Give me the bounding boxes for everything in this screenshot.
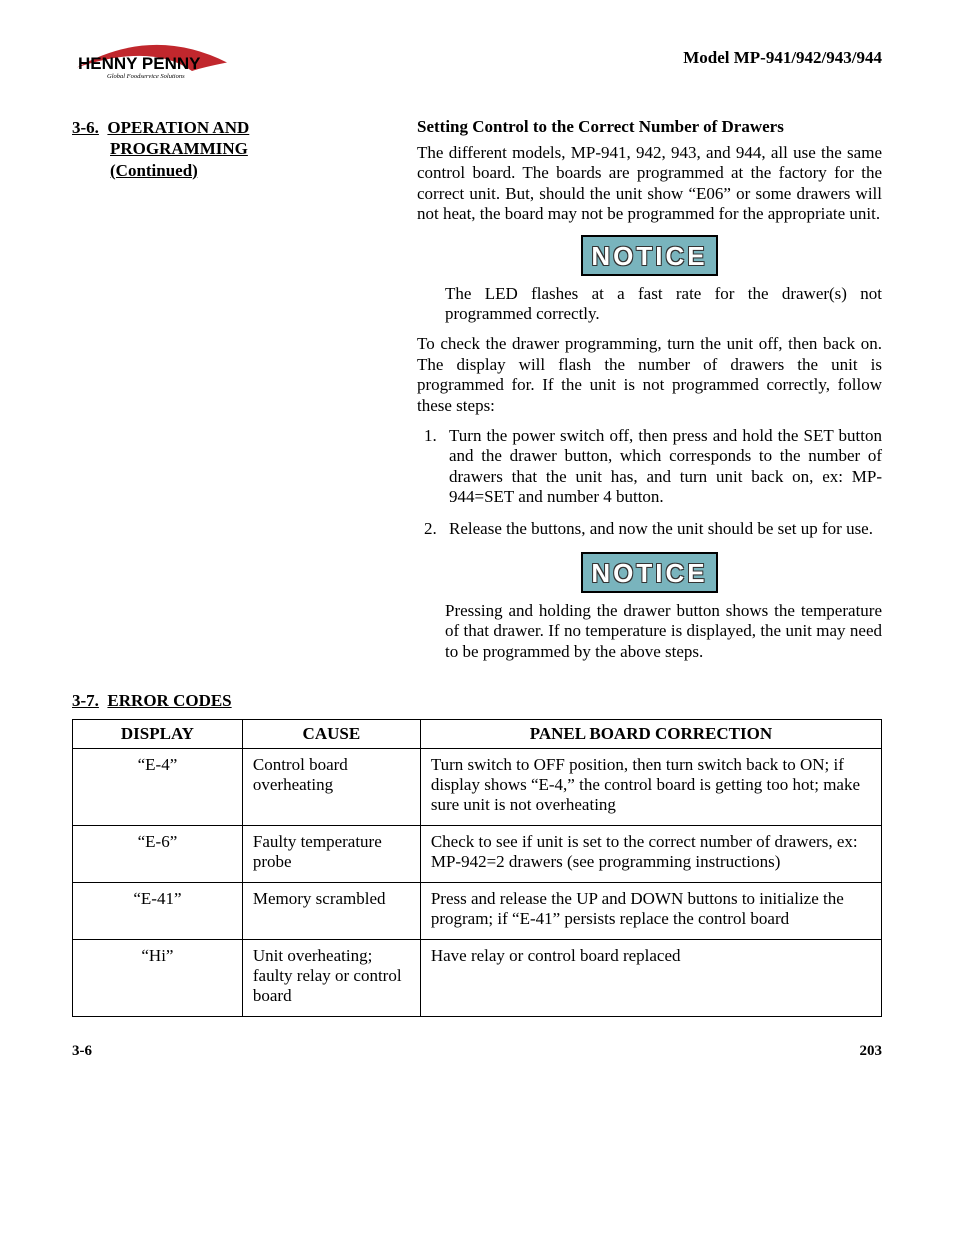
section-title-line2: PROGRAMMING [72, 138, 407, 159]
step-1: Turn the power switch off, then press an… [441, 426, 882, 508]
left-column: 3-6. OPERATION AND PROGRAMMING (Continue… [72, 117, 417, 181]
table-row: “Hi” Unit overheating; faulty relay or c… [73, 940, 882, 1017]
footer-right: 203 [860, 1043, 883, 1060]
col-cause: CAUSE [242, 720, 420, 749]
col-display: DISPLAY [73, 720, 243, 749]
logo-tagline: Global Foodservice Solutions [107, 73, 185, 80]
section-title-line1: OPERATION AND [107, 118, 249, 137]
table-row: “E-4” Control board overheating Turn swi… [73, 749, 882, 826]
logo-text: HENNY PENNY [78, 54, 201, 73]
cell-correction: Press and release the UP and DOWN button… [420, 883, 881, 940]
cell-correction: Check to see if unit is set to the corre… [420, 826, 881, 883]
paragraph-press-hold: Pressing and holding the drawer button s… [445, 601, 882, 662]
page-footer: 3-6 203 [72, 1043, 882, 1060]
notice-block-1: NOTICE [417, 235, 882, 276]
section-number: 3-7. [72, 691, 99, 710]
section-title-line3: (Continued) [72, 160, 407, 181]
cell-correction: Turn switch to OFF position, then turn s… [420, 749, 881, 826]
logo-svg: HENNY PENNY Global Foodservice Solutions [72, 40, 232, 85]
notice-badge: NOTICE [581, 552, 717, 593]
paragraph-intro: The different models, MP-941, 942, 943, … [417, 143, 882, 225]
cell-display: “Hi” [73, 940, 243, 1017]
cell-cause: Unit overheating; faulty relay or contro… [242, 940, 420, 1017]
section-number: 3-6. [72, 118, 99, 137]
cell-cause: Memory scrambled [242, 883, 420, 940]
notice-badge: NOTICE [581, 235, 717, 276]
cell-cause: Faulty temperature probe [242, 826, 420, 883]
content-columns: 3-6. OPERATION AND PROGRAMMING (Continue… [72, 117, 882, 672]
cell-correction: Have relay or control board replaced [420, 940, 881, 1017]
model-line: Model MP-941/942/943/944 [683, 48, 882, 68]
cell-display: “E-6” [73, 826, 243, 883]
page-header: HENNY PENNY Global Foodservice Solutions… [72, 40, 882, 85]
footer-left: 3-6 [72, 1043, 92, 1060]
cell-cause: Control board overheating [242, 749, 420, 826]
col-correction: PANEL BOARD CORRECTION [420, 720, 881, 749]
cell-display: “E-4” [73, 749, 243, 826]
page: HENNY PENNY Global Foodservice Solutions… [0, 0, 954, 1090]
error-codes-table: DISPLAY CAUSE PANEL BOARD CORRECTION “E-… [72, 719, 882, 1017]
notice-label: NOTICE [591, 558, 707, 588]
notice-label: NOTICE [591, 241, 707, 271]
cell-display: “E-41” [73, 883, 243, 940]
section-3-7: 3-7. ERROR CODES DISPLAY CAUSE PANEL BOA… [72, 690, 882, 1017]
subsection-title: Setting Control to the Correct Number of… [417, 117, 882, 137]
section-3-7-heading: 3-7. ERROR CODES [72, 690, 882, 711]
table-row: “E-41” Memory scrambled Press and releas… [73, 883, 882, 940]
paragraph-led: The LED flashes at a fast rate for the d… [445, 284, 882, 325]
section-3-6-heading: 3-6. OPERATION AND PROGRAMMING (Continue… [72, 117, 407, 181]
steps-list: Turn the power switch off, then press an… [417, 426, 882, 540]
table-header-row: DISPLAY CAUSE PANEL BOARD CORRECTION [73, 720, 882, 749]
paragraph-check: To check the drawer programming, turn th… [417, 334, 882, 416]
step-2: Release the buttons, and now the unit sh… [441, 519, 882, 539]
section-title: ERROR CODES [107, 691, 231, 710]
notice-block-2: NOTICE [417, 552, 882, 593]
brand-logo: HENNY PENNY Global Foodservice Solutions [72, 40, 232, 85]
table-row: “E-6” Faulty temperature probe Check to … [73, 826, 882, 883]
right-column: Setting Control to the Correct Number of… [417, 117, 882, 672]
